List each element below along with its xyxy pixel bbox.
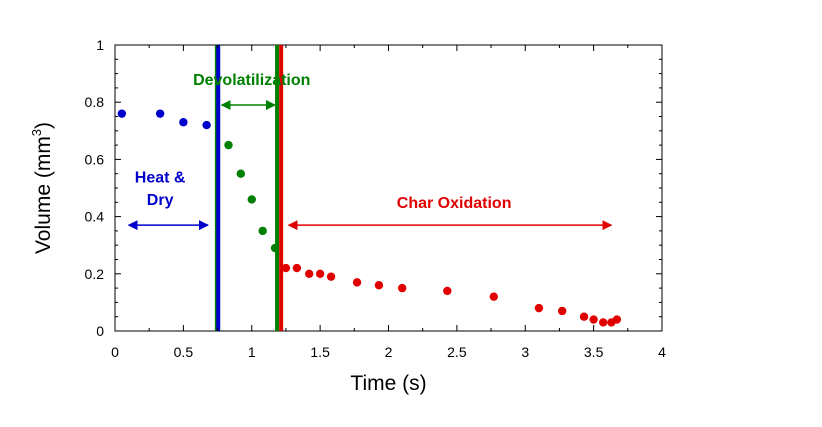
phase-arrows xyxy=(127,100,613,231)
data-point xyxy=(292,263,302,273)
data-point xyxy=(270,243,280,253)
y-tick-label: 1 xyxy=(96,37,104,53)
x-tick-label: 1 xyxy=(248,344,256,360)
y-axis-title: Volume (mm3) xyxy=(29,122,55,254)
x-tick-label: 3 xyxy=(521,344,529,360)
x-axis-title: Time (s) xyxy=(350,372,426,395)
y-tick-label: 0.8 xyxy=(85,94,105,110)
data-point xyxy=(579,312,589,321)
data-point xyxy=(612,315,622,324)
data-point xyxy=(258,226,267,236)
y-axis-title-superscript: 3 xyxy=(29,129,44,136)
data-point xyxy=(326,272,336,281)
data-point xyxy=(315,269,325,278)
y-tick-label: 0 xyxy=(96,323,104,339)
x-tick-label: 0.5 xyxy=(174,344,194,360)
y-axis-title-close: ) xyxy=(32,122,55,129)
data-point xyxy=(489,292,498,301)
data-point xyxy=(236,169,246,178)
data-points xyxy=(117,109,622,327)
x-tick-label: 2 xyxy=(385,344,393,360)
x-tick-labels: 0 0.5 1 1.5 2 2.5 3 3.5 4 xyxy=(111,344,666,360)
data-point xyxy=(397,283,407,293)
data-point xyxy=(589,315,598,324)
y-tick-label: 0.6 xyxy=(85,151,105,167)
phase-label: Heat & xyxy=(135,169,186,186)
data-point xyxy=(179,118,188,127)
data-point xyxy=(117,109,127,118)
data-point xyxy=(557,306,567,316)
phase-label: Char Oxidation xyxy=(397,195,512,212)
x-tick-label: 2.5 xyxy=(447,344,467,360)
data-point xyxy=(281,263,291,273)
data-point xyxy=(304,269,314,278)
data-point xyxy=(224,140,233,150)
phase-label: Dry xyxy=(147,192,174,209)
data-point xyxy=(598,318,608,327)
y-tick-label: 0.4 xyxy=(85,209,105,225)
data-point xyxy=(443,286,452,296)
phase-boundary-lines xyxy=(214,45,284,331)
x-tick-label: 1.5 xyxy=(310,344,330,360)
data-point xyxy=(534,303,544,313)
x-tick-label: 0 xyxy=(111,344,119,360)
x-tick-label: 3.5 xyxy=(584,344,604,360)
y-tick-labels: 0 0.2 0.4 0.6 0.8 1 xyxy=(85,37,105,339)
data-point xyxy=(374,281,384,290)
axis-ticks xyxy=(114,44,663,332)
data-point xyxy=(155,109,165,118)
data-point xyxy=(247,195,256,204)
x-tick-label: 4 xyxy=(658,344,666,360)
data-point xyxy=(352,278,362,287)
y-tick-label: 0.2 xyxy=(85,266,105,282)
phase-label: Devolatilization xyxy=(193,72,310,89)
data-point xyxy=(202,120,211,130)
y-axis-title-main: Volume (mm xyxy=(32,136,55,254)
phase-annotations: Heat & Dry Devolatilization Char Oxidation xyxy=(135,72,512,212)
